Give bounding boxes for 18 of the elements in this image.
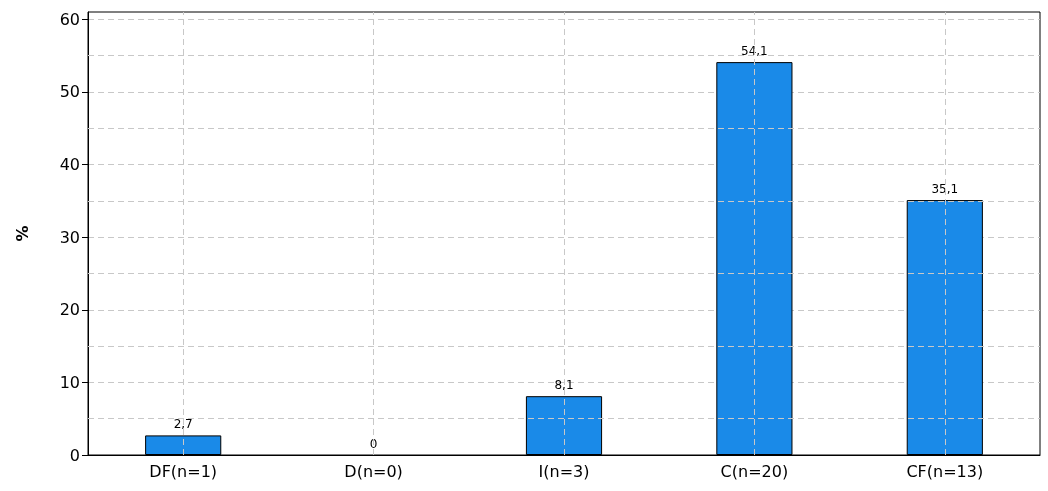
y-tick-label: 20 [59, 300, 80, 320]
data-label: 8,1 [554, 378, 574, 393]
data-label: 35,1 [931, 182, 959, 197]
y-tick-label: 10 [59, 372, 80, 392]
x-tick-label: I(n=3) [538, 461, 590, 481]
data-label: 2,7 [173, 417, 193, 432]
y-tick-label: 40 [59, 155, 80, 175]
x-tick-label: CF(n=13) [906, 461, 984, 481]
y-tick-label: 60 [59, 9, 80, 29]
data-label: 0 [369, 437, 378, 451]
y-tick-label: 30 [59, 227, 80, 247]
y-axis-title: % [12, 225, 32, 242]
y-tick-label: 0 [69, 445, 80, 465]
data-label: 54,1 [741, 44, 768, 59]
y-tick-label: 50 [59, 82, 80, 102]
x-tick-label: DF(n=1) [149, 461, 218, 481]
x-tick-label: D(n=0) [344, 461, 403, 481]
x-tick-label: C(n=20) [720, 461, 789, 481]
